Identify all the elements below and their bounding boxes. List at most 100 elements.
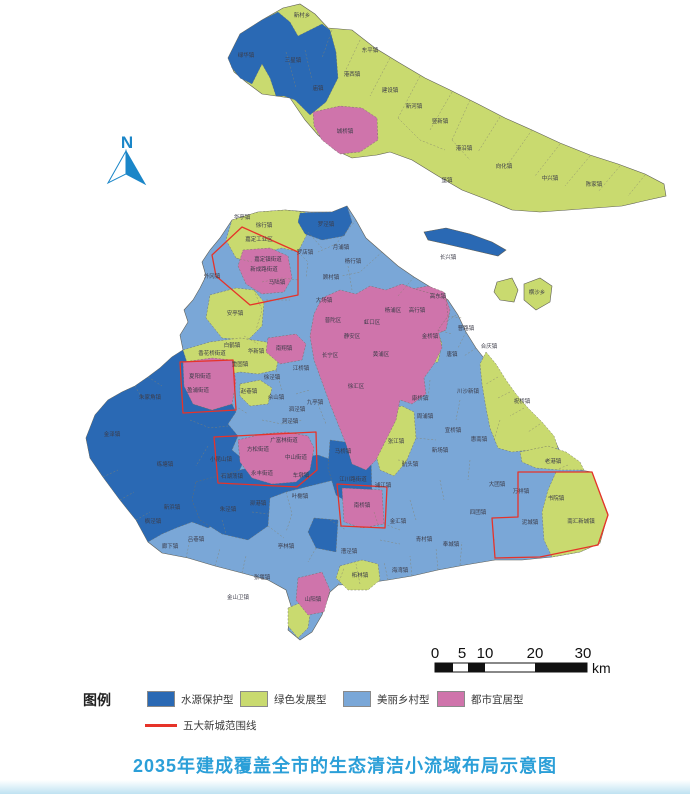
boundary-songjiang-newtown <box>213 431 318 488</box>
boundary-fengxian-newtown <box>336 483 388 529</box>
region-label: 赵巷镇 <box>241 387 258 395</box>
region-label: 合庆镇 <box>481 342 498 350</box>
region-label: 祝桥镇 <box>514 397 531 405</box>
page-title: 2035年建成覆盖全市的生态清洁小流域布局示意图 <box>132 756 558 776</box>
region-label: 周浦镇 <box>417 412 434 420</box>
region-label: 金泽镇 <box>104 430 121 438</box>
region-label: 华新镇 <box>248 347 265 355</box>
region-label: 练塘镇 <box>157 460 174 468</box>
legend-item-label: 都市宜居型 <box>471 693 524 706</box>
region-label: 杨浦区 <box>385 306 402 314</box>
north-label: N <box>121 133 133 152</box>
region-hengsha-island <box>523 277 553 311</box>
region-label: 虹口区 <box>364 318 381 326</box>
region-fengxian-newtown-core <box>341 487 385 529</box>
region-label: 新成路街道 <box>250 265 278 273</box>
region-label: 东平镇 <box>362 46 379 54</box>
region-label: 朱泾镇 <box>220 505 237 513</box>
region-zhaoxiang <box>239 379 273 407</box>
scale-unit: km <box>592 660 611 676</box>
region-label: 新浜镇 <box>164 503 181 511</box>
region-chengqiao-town <box>312 105 379 155</box>
legend-item-countryside: 美丽乡村型 <box>343 691 430 707</box>
region-label: 香花桥街道 <box>198 349 226 357</box>
region-label: 川沙新镇 <box>457 387 480 395</box>
region-label: 向化镇 <box>496 162 513 170</box>
green-development-swatch <box>240 691 268 707</box>
region-label: 月浦镇 <box>333 243 350 251</box>
countryside-swatch <box>343 691 371 707</box>
urban-livable-regions <box>182 247 451 616</box>
region-label: 安亭镇 <box>227 309 244 317</box>
legend-item-label: 美丽乡村型 <box>377 693 430 706</box>
region-shanyang <box>295 571 331 616</box>
scale-tick-10: 10 <box>477 645 494 662</box>
region-tinglin-east <box>307 517 339 553</box>
chongming-internal-borders <box>285 29 646 197</box>
region-label: 黄浦区 <box>373 350 390 358</box>
north-arrow: N <box>106 133 147 186</box>
region-label: 永丰街道 <box>251 469 274 477</box>
region-label: 白鹤镇 <box>224 341 241 349</box>
region-label: 盈浦街道 <box>187 386 210 394</box>
region-hengsha-west-islet <box>493 277 519 303</box>
region-label: 书院镇 <box>548 494 565 502</box>
legend-item-green-development: 绿色发展型 <box>240 691 327 707</box>
region-label: 陈家镇 <box>586 180 603 188</box>
region-label: 外冈镇 <box>204 272 221 280</box>
newtown-boundary-line-swatch <box>145 724 177 727</box>
region-urban-core <box>309 283 449 471</box>
region-label: 罗店镇 <box>297 248 314 256</box>
water-source-swatch <box>147 691 175 707</box>
bottom-gradient-band <box>0 780 690 794</box>
region-label: 张堰镇 <box>254 573 271 581</box>
region-label: 漕泾镇 <box>341 547 358 555</box>
region-label: 泖港镇 <box>250 499 267 507</box>
region-label: 徐泾镇 <box>264 373 281 381</box>
region-label: 九亭镇 <box>307 398 324 406</box>
region-label: 佘山镇 <box>268 393 285 401</box>
region-label: 小昆山镇 <box>210 455 233 463</box>
region-label: 庙镇 <box>312 84 324 92</box>
region-nanxiang <box>265 333 307 365</box>
region-label: 廊下镇 <box>162 542 179 550</box>
region-label: 新场镇 <box>432 446 449 454</box>
region-label: 华亭镇 <box>234 213 251 221</box>
region-label: 高行镇 <box>409 306 426 314</box>
region-label: 金山卫镇 <box>227 593 250 601</box>
scale-tick-5: 5 <box>458 645 466 662</box>
boundary-qingpu-newtown <box>179 359 237 414</box>
region-label: 江川路街道 <box>339 475 367 483</box>
region-label: 浦江镇 <box>375 481 392 489</box>
region-zhuqiao-coastal <box>479 351 559 453</box>
region-label: 广富林街道 <box>270 436 298 444</box>
region-label: 建设镇 <box>382 86 399 94</box>
legend-item-water-source: 水源保护型 <box>147 691 234 707</box>
scale-bar: 0 5 10 20 30 km <box>431 645 611 676</box>
boundary-jiading-newtown <box>211 226 299 306</box>
region-label: 新河镇 <box>406 102 423 110</box>
region-label: 泗泾镇 <box>289 405 306 413</box>
region-label: 泥城镇 <box>522 518 539 526</box>
region-label: 张江镇 <box>388 437 405 445</box>
region-label: 顾村镇 <box>323 273 340 281</box>
region-label: 堡镇 <box>441 176 453 184</box>
region-label: 中兴镇 <box>542 174 559 182</box>
north-arrow-right-half <box>125 149 147 186</box>
legend-title: 图例 <box>83 692 111 708</box>
region-label: 港西镇 <box>344 70 361 78</box>
region-jiading-north <box>225 209 309 263</box>
region-label: 亭林镇 <box>278 542 295 550</box>
region-label: 港沿镇 <box>456 144 473 152</box>
region-label: 南桥镇 <box>354 501 371 509</box>
scale-seg-2 <box>468 663 485 672</box>
region-label: 长兴镇 <box>440 253 457 261</box>
region-label: 航头镇 <box>402 460 419 468</box>
region-label: 康桥镇 <box>412 394 429 402</box>
boundary-nanhui-newtown <box>491 471 609 559</box>
legend-item-urban-livable: 都市宜居型 <box>437 691 524 707</box>
region-label: 大场镇 <box>316 296 333 304</box>
region-label: 重固镇 <box>232 360 249 368</box>
region-label: 奉城镇 <box>443 540 460 548</box>
region-jiading-newtown-core <box>237 247 293 295</box>
